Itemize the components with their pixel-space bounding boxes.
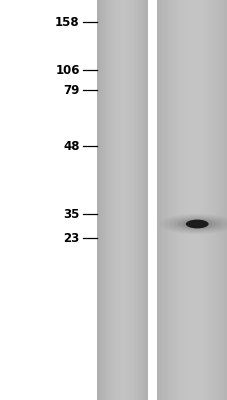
Bar [147,0,156,400]
Bar [202,0,204,400]
Bar [114,0,116,400]
Bar [186,0,188,400]
Ellipse shape [177,219,216,229]
Bar [197,0,199,400]
Bar [103,0,104,400]
Bar [98,0,99,400]
Bar [209,0,211,400]
Bar [136,0,137,400]
Bar [174,0,176,400]
Bar [206,0,207,400]
Bar [124,0,126,400]
Bar [176,0,178,400]
Bar [183,0,185,400]
Bar [135,0,136,400]
Bar [195,0,197,400]
Bar [127,0,128,400]
Bar [178,0,179,400]
Bar [128,0,130,400]
Text: 79: 79 [63,84,79,96]
Bar [162,0,163,400]
Bar [143,0,145,400]
Bar [99,0,100,400]
Text: 35: 35 [63,208,79,220]
Bar [167,0,169,400]
Bar [137,0,138,400]
Bar [218,0,220,400]
Bar [112,0,113,400]
Bar [113,0,114,400]
Bar [172,0,174,400]
Bar [133,0,135,400]
Bar [185,0,186,400]
Ellipse shape [168,216,225,232]
Bar [107,0,108,400]
Bar [200,0,202,400]
Bar [165,0,167,400]
Bar [130,0,131,400]
Bar [193,0,195,400]
Bar [141,0,142,400]
Bar [160,0,162,400]
Bar [126,0,127,400]
Bar [111,0,112,400]
Bar [192,0,193,400]
Bar [108,0,109,400]
Bar [213,0,215,400]
Bar [223,0,225,400]
Bar [118,0,119,400]
Bar [170,0,172,400]
Bar [179,0,181,400]
Bar [204,0,206,400]
Ellipse shape [173,218,220,230]
Bar [156,0,158,400]
Bar [104,0,106,400]
Bar [207,0,209,400]
Bar [169,0,170,400]
Bar [163,0,165,400]
Bar [220,0,222,400]
Bar [211,0,213,400]
Bar [102,0,103,400]
Bar [119,0,121,400]
Bar [215,0,216,400]
Bar [225,0,227,400]
Bar [146,0,147,400]
Text: 48: 48 [63,140,79,152]
Bar [131,0,132,400]
Bar [132,0,133,400]
Bar [199,0,200,400]
Bar [216,0,218,400]
Bar [106,0,107,400]
Text: 23: 23 [63,232,79,244]
Bar [188,0,190,400]
Bar [190,0,192,400]
Bar [109,0,111,400]
Bar [121,0,122,400]
Bar [140,0,141,400]
Bar [116,0,117,400]
Bar [222,0,223,400]
Bar [145,0,146,400]
Bar [117,0,118,400]
Text: 106: 106 [55,64,79,76]
Bar [158,0,160,400]
Bar [181,0,183,400]
Ellipse shape [185,220,208,228]
Bar [138,0,140,400]
Text: 158: 158 [55,16,79,28]
Ellipse shape [182,220,211,228]
Bar [123,0,124,400]
Bar [100,0,102,400]
Bar [142,0,143,400]
Bar [122,0,123,400]
Bar [96,0,98,400]
